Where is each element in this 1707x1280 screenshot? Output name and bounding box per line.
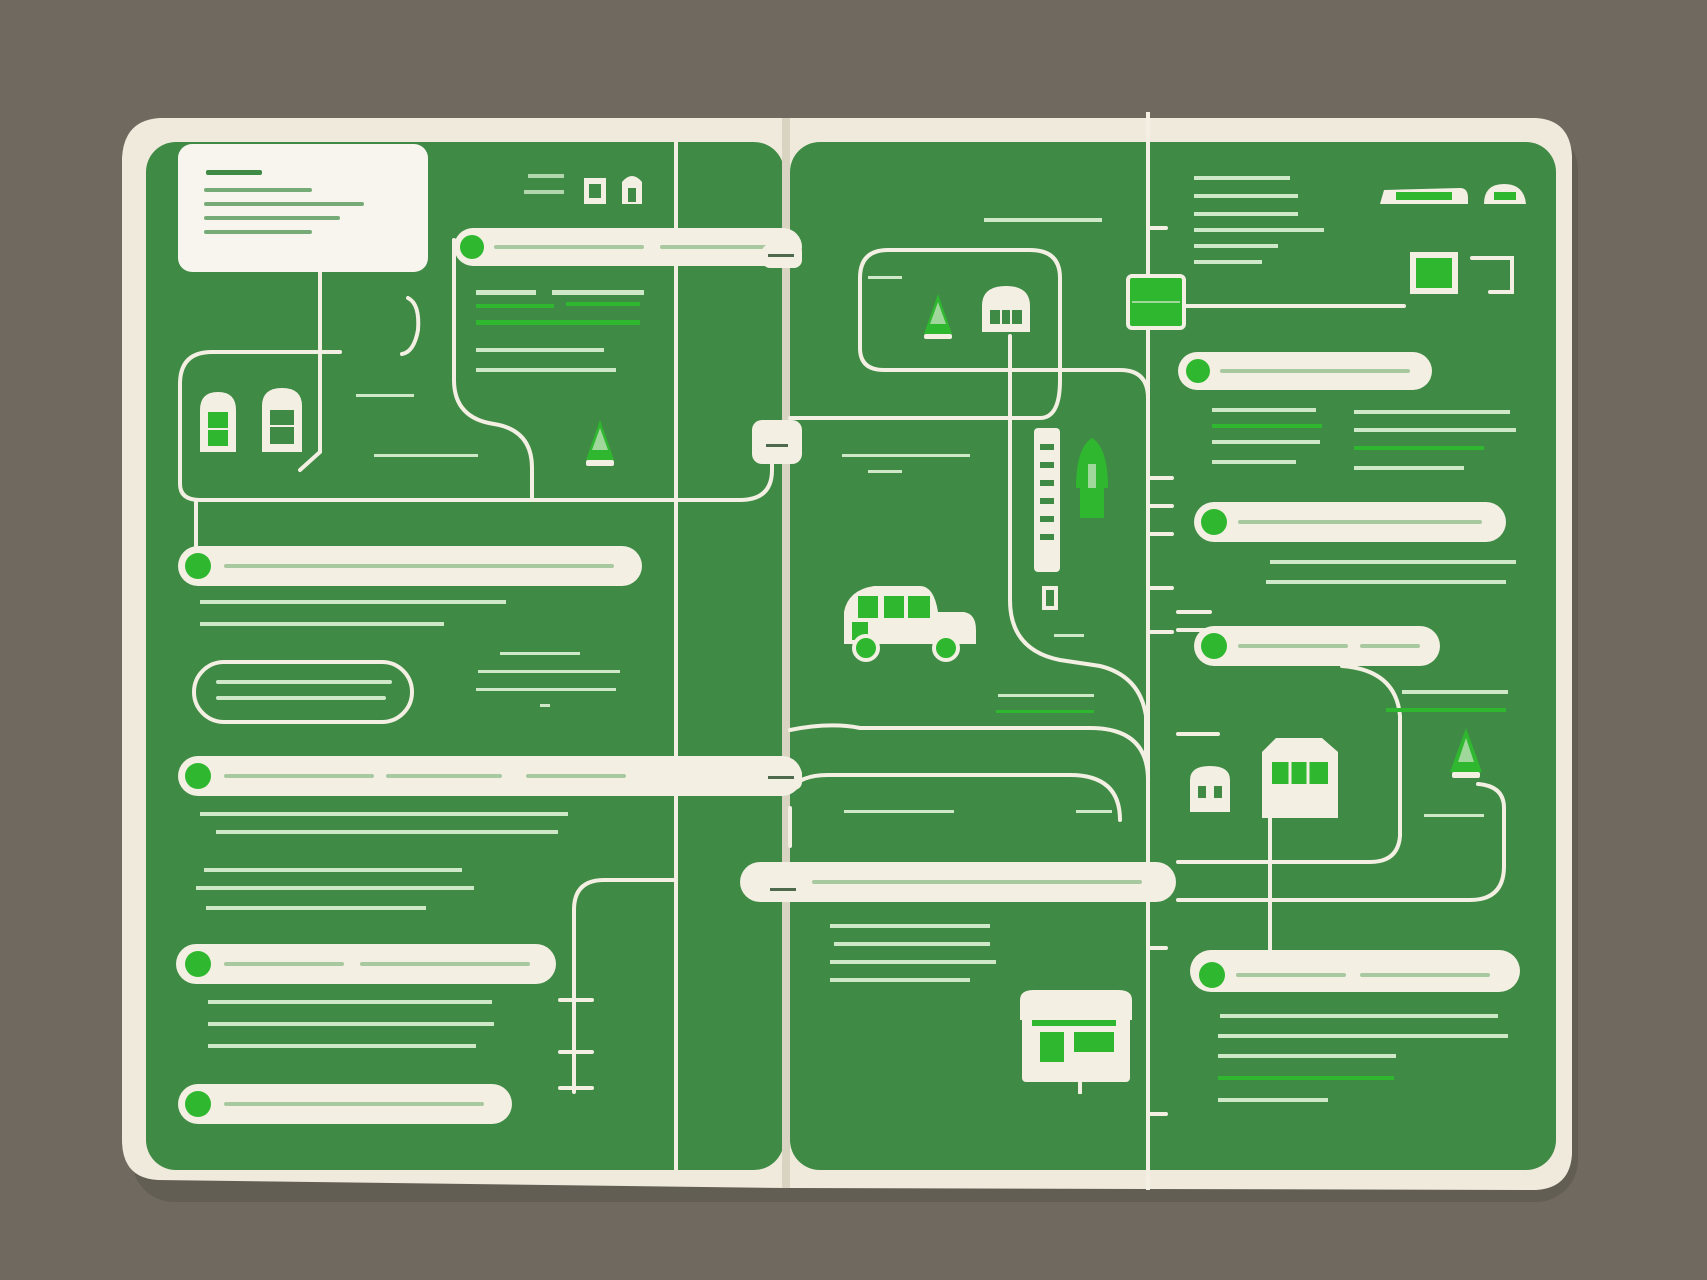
sign-icon xyxy=(1410,252,1458,294)
route-lines xyxy=(178,226,1514,1116)
tree-icon xyxy=(924,294,952,339)
step-pill-3 xyxy=(178,756,802,796)
spine-tab-3 xyxy=(762,244,802,268)
outlined-pill xyxy=(192,660,414,724)
info-note-card xyxy=(178,144,428,272)
left-page xyxy=(146,142,784,1170)
step-pill-8 xyxy=(1194,626,1440,666)
shop-icon xyxy=(1020,990,1132,1094)
bus-icon xyxy=(1380,184,1526,204)
building-icon xyxy=(982,286,1030,332)
tree-icon xyxy=(586,420,614,466)
step-pill-5 xyxy=(178,1084,512,1124)
book-spine xyxy=(782,118,790,1188)
tree-icon xyxy=(1450,728,1482,778)
step-pill-7 xyxy=(1194,502,1506,542)
scribble-text xyxy=(196,174,1516,1102)
house-icon xyxy=(200,392,236,452)
building-icon xyxy=(584,176,642,204)
building-icon xyxy=(1262,738,1338,818)
step-pill-6 xyxy=(1178,352,1432,390)
right-page xyxy=(790,142,1556,1170)
house-icon xyxy=(262,388,302,452)
wide-banner-pill xyxy=(740,862,1176,902)
spine-tab-2 xyxy=(762,766,802,790)
tree-icon xyxy=(1076,438,1108,518)
car-icon xyxy=(844,586,976,662)
status-box-icon[interactable] xyxy=(1126,274,1186,330)
tower-icon xyxy=(1034,428,1060,610)
step-pill-1 xyxy=(454,228,802,266)
step-pills xyxy=(176,228,1520,1124)
spine-tab-1 xyxy=(752,420,802,464)
step-pill-4 xyxy=(176,944,556,984)
step-pill-9 xyxy=(1190,950,1520,992)
step-pill-2 xyxy=(178,546,642,586)
house-icon xyxy=(1190,766,1230,812)
